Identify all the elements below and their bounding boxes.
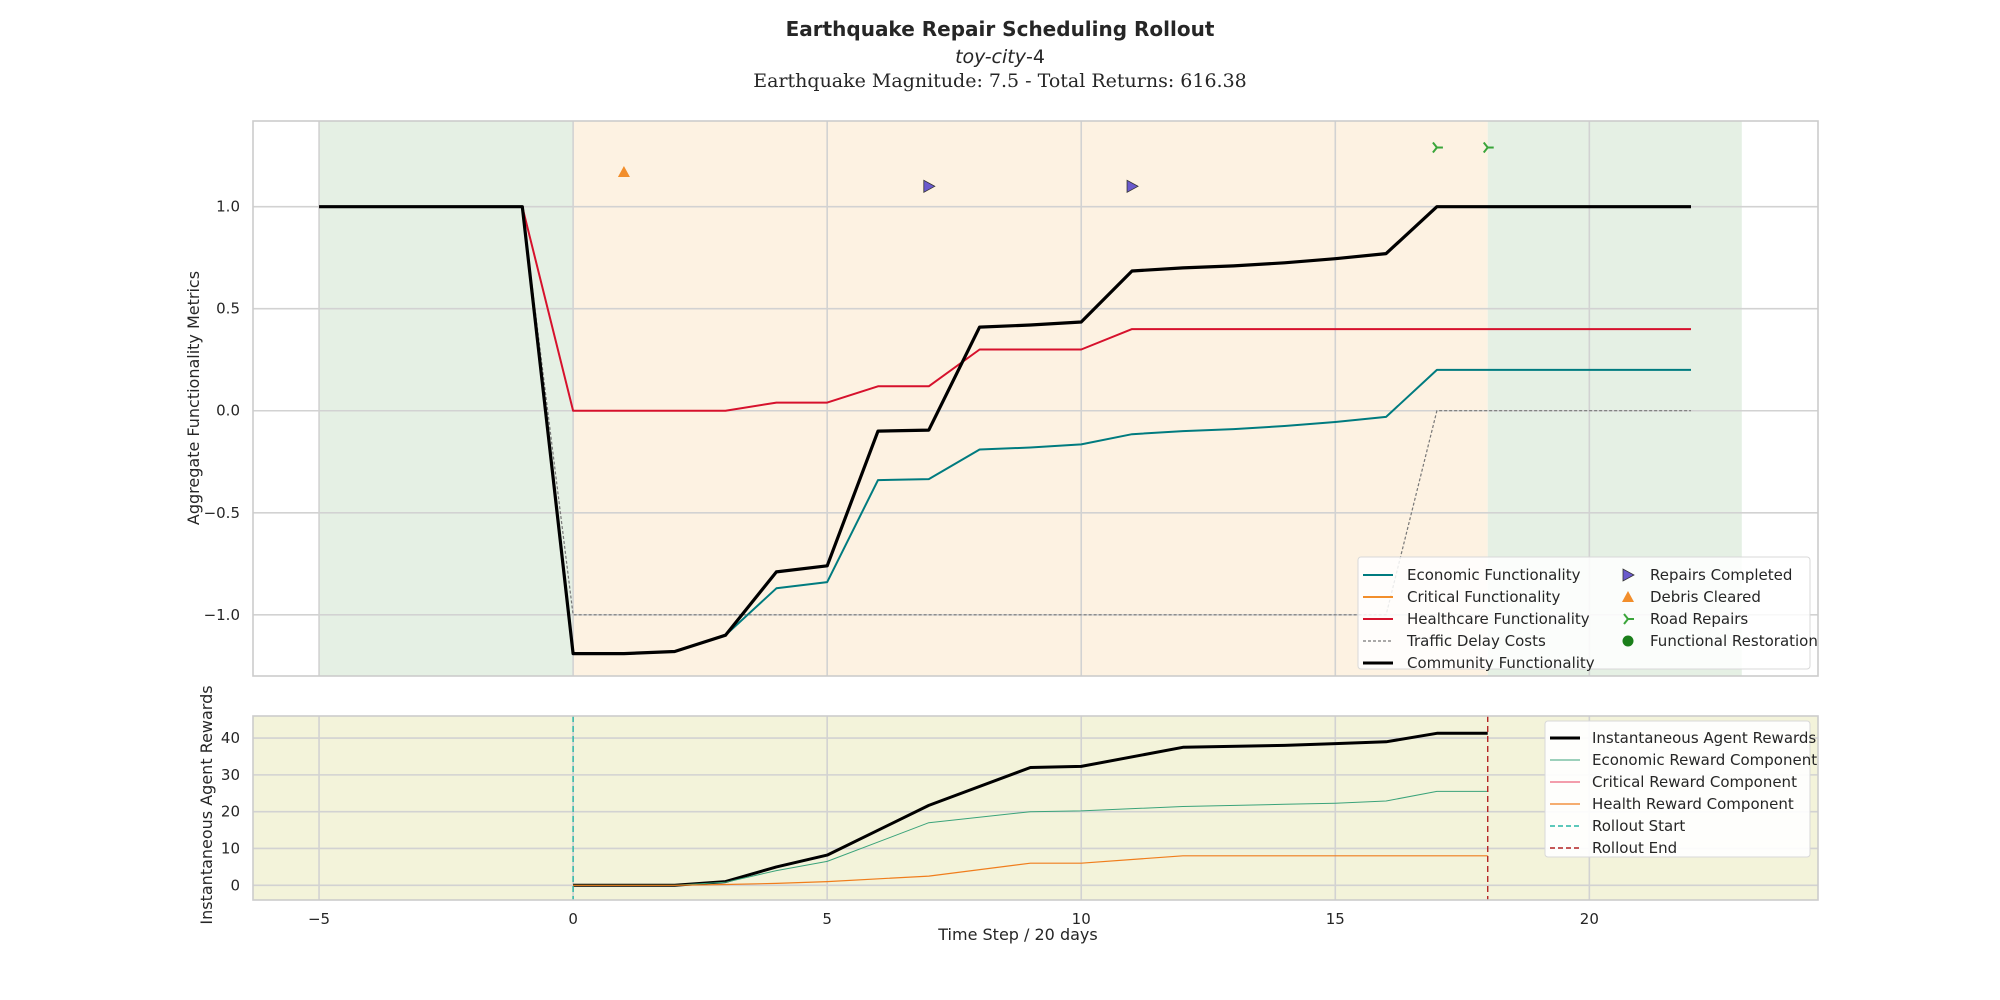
legend-label-healthcare-functionality: Healthcare Functionality	[1407, 610, 1590, 628]
x-tick-label: 15	[1326, 910, 1345, 928]
legend-marker-debris-cleared	[1622, 591, 1634, 602]
legend-marker-functional-restoration	[1622, 635, 1634, 647]
legend-label-critical-reward-component: Critical Reward Component	[1592, 773, 1797, 791]
marker-road-repairs	[1482, 141, 1494, 154]
legend-marker-road-repairs-arm	[1623, 613, 1629, 620]
chart-subtitle-italic: toy-city	[955, 46, 1027, 68]
legend-label-repairs-completed: Repairs Completed	[1650, 566, 1792, 584]
y-tick-label: 0	[230, 876, 240, 894]
y-tick-label: 20	[221, 803, 240, 821]
top-y-axis-label: Aggregate Functionality Metrics	[184, 271, 203, 525]
marker-road-repairs-arm	[1482, 146, 1489, 154]
marker-road-repairs	[1432, 141, 1443, 154]
marker-road-repairs-arm	[1432, 146, 1438, 154]
chart-title: Earthquake Repair Scheduling Rollout	[786, 17, 1215, 41]
chart-subtitle-returns: Earthquake Magnitude: 7.5 - Total Return…	[753, 70, 1247, 92]
y-tick-label: 0.5	[216, 300, 240, 318]
top-legend-box	[1357, 556, 1811, 670]
legend-label-debris-cleared: Debris Cleared	[1650, 588, 1761, 606]
legend-label-road-repairs: Road Repairs	[1650, 610, 1748, 628]
legend-label-functional-restoration: Functional Restoration	[1650, 632, 1818, 650]
legend-marker-road-repairs-arm	[1623, 618, 1629, 625]
top-plot-frame	[252, 120, 1819, 677]
legend-marker-road-repairs	[1623, 613, 1634, 625]
y-tick-label: −0.5	[204, 504, 240, 522]
series-economic-reward-component	[573, 790, 1488, 886]
top-panel: −1.0 −0.5 0.0 0.5 1.0 Economic Functionality C…	[204, 120, 1819, 677]
legend-label-critical-functionality: Critical Functionality	[1407, 588, 1560, 606]
x-tick-label: 5	[822, 910, 832, 928]
bottom-plot-frame	[252, 715, 1819, 901]
chart-subtitle-suffix: -4	[1026, 46, 1045, 68]
y-tick-label: −1.0	[204, 606, 240, 624]
series-health-reward-component	[573, 855, 1488, 886]
x-tick-label: 20	[1580, 910, 1599, 928]
marker-road-repairs-arm	[1482, 141, 1489, 149]
series-healthcare-functionality	[319, 205, 1691, 412]
marker-road-repairs-arm	[1432, 141, 1438, 149]
chart-subtitle: toy-city-4	[955, 46, 1045, 68]
legend-label-instantaneous-agent-rewards: Instantaneous Agent Rewards	[1592, 729, 1816, 747]
legend-label-community-functionality: Community Functionality	[1407, 654, 1595, 672]
bottom-panel: −5 0 5 10 15 20 0 10 20 30 40 Instantaneous Agent R…	[221, 715, 1819, 928]
y-tick-label: 40	[221, 729, 240, 747]
x-tick-label: −5	[308, 910, 330, 928]
legend-label-economic-reward-component: Economic Reward Component	[1592, 751, 1817, 769]
y-tick-label: 0.0	[216, 402, 240, 420]
shaded-region	[319, 121, 574, 676]
shaded-region	[573, 121, 1488, 676]
series-community-functionality	[319, 205, 1691, 656]
series-traffic-delay-costs	[319, 206, 1691, 616]
bottom-legend-box	[1544, 720, 1811, 858]
legend-label-health-reward-component: Health Reward Component	[1592, 795, 1794, 813]
bottom-y-axis-label: Instantaneous Agent Rewards	[197, 685, 216, 924]
y-tick-label: 30	[221, 766, 240, 784]
y-tick-label: 1.0	[216, 198, 240, 216]
marker-debris-cleared	[617, 166, 630, 178]
series-instantaneous-agent-rewards	[573, 731, 1488, 887]
legend-label-economic-functionality: Economic Functionality	[1407, 566, 1581, 584]
marker-repairs-completed	[923, 179, 936, 193]
legend-marker-repairs-completed	[1622, 568, 1635, 582]
y-tick-label: 10	[221, 839, 240, 857]
x-tick-label: 10	[1072, 910, 1091, 928]
legend-label-rollout-start: Rollout Start	[1592, 817, 1685, 835]
marker-repairs-completed	[1126, 179, 1139, 193]
legend-label-traffic-delay-costs: Traffic Delay Costs	[1406, 632, 1546, 650]
x-tick-label: 0	[568, 910, 578, 928]
x-axis-label: Time Step / 20 days	[937, 925, 1097, 944]
legend-label-rollout-end: Rollout End	[1592, 839, 1677, 857]
